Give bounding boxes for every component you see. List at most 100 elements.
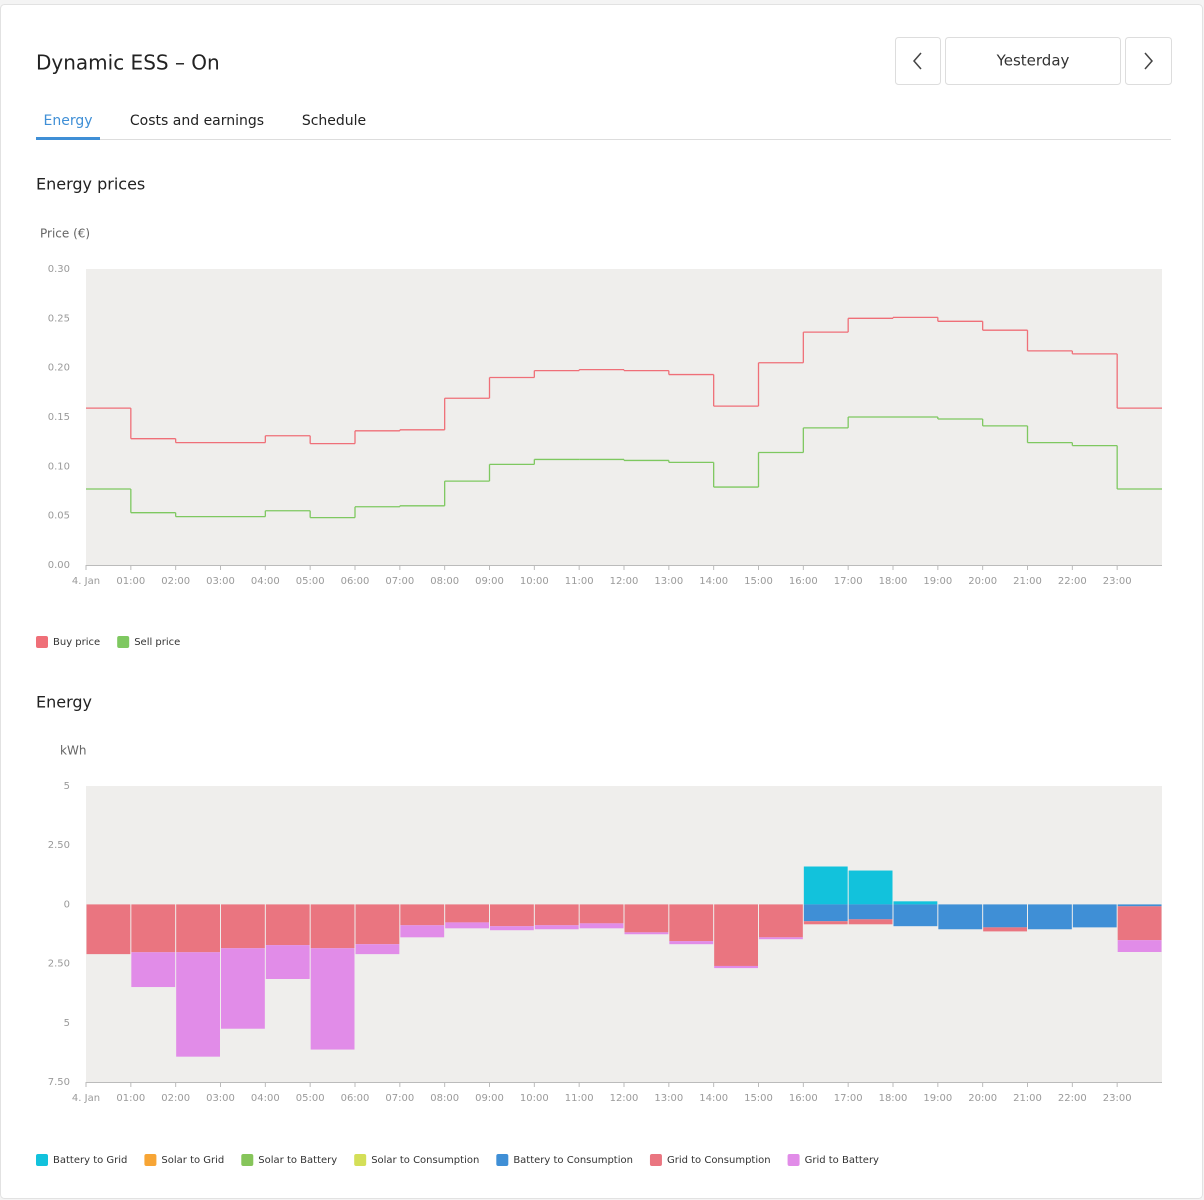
period-button[interactable]: Yesterday (945, 37, 1121, 85)
y-tick-label: 0.05 (48, 511, 70, 522)
energy-bar (1117, 906, 1162, 941)
y-tick-label: 0.25 (48, 313, 70, 324)
x-tick-label: 14:00 (699, 1093, 728, 1104)
legend-label: Solar to Grid (161, 1155, 224, 1166)
x-tick-label: 05:00 (296, 576, 325, 587)
x-tick-label: 4. Jan (72, 1093, 100, 1104)
x-tick-label: 02:00 (161, 1093, 190, 1104)
next-button[interactable] (1125, 37, 1172, 85)
legend-swatch (117, 636, 130, 648)
x-tick-label: 13:00 (654, 1093, 683, 1104)
energy-bar (400, 904, 445, 926)
x-tick-label: 18:00 (879, 1093, 908, 1104)
energy-bar (490, 904, 534, 927)
page-title: Dynamic ESS – On (36, 51, 220, 75)
energy-bar (714, 965, 758, 969)
energy-bar (1072, 904, 1117, 928)
energy-bar (221, 904, 265, 949)
energy-bar (176, 952, 220, 1057)
energy-bar (848, 870, 893, 905)
energy-bar (714, 904, 758, 966)
x-tick-label: 21:00 (1013, 1093, 1042, 1104)
legend-label: Sell price (134, 637, 180, 648)
energy-bar (848, 919, 893, 925)
next-icon (1144, 52, 1153, 70)
legend-swatch (36, 1154, 48, 1166)
x-tick-label: 22:00 (1058, 1093, 1087, 1104)
x-tick-label: 20:00 (968, 576, 997, 587)
energy-bar (400, 925, 445, 938)
y-tick-label: 0 (64, 899, 70, 910)
x-tick-label: 11:00 (565, 576, 594, 587)
legend-swatch (649, 1154, 662, 1166)
legend-label: Battery to Consumption (513, 1155, 633, 1166)
x-tick-label: 12:00 (610, 1093, 639, 1104)
x-tick-label: 20:00 (968, 1093, 997, 1104)
energy-bar (176, 904, 220, 953)
x-tick-label: 17:00 (834, 576, 863, 587)
x-tick-label: 14:00 (699, 576, 728, 587)
x-tick-label: 04:00 (251, 576, 280, 587)
energy-bar (221, 948, 265, 1029)
energy-bar (1117, 904, 1162, 907)
prev-button[interactable] (895, 37, 941, 85)
energy-bar (310, 948, 355, 1050)
y-axis-label: kWh (60, 744, 86, 758)
period-label[interactable]: Yesterday (996, 52, 1070, 70)
x-tick-label: 07:00 (385, 1093, 414, 1104)
x-tick-label: 09:00 (475, 1093, 504, 1104)
next-box[interactable] (1125, 37, 1172, 85)
x-tick-label: 19:00 (923, 576, 952, 587)
x-tick-label: 02:00 (161, 576, 190, 587)
legend-label: Battery to Grid (53, 1155, 127, 1166)
energy-bar (803, 904, 848, 922)
x-tick-label: 23:00 (1103, 1093, 1132, 1104)
tab[interactable]: Energy (43, 113, 92, 129)
energy-bar (1028, 904, 1072, 930)
chart-title: Energy prices (36, 175, 145, 194)
energy-bar (355, 904, 400, 945)
energy-bar (624, 932, 669, 935)
energy-bar (669, 941, 714, 945)
energy-bar (534, 904, 579, 926)
energy-bar (759, 937, 803, 940)
energy-bar (803, 921, 848, 925)
x-tick-label: 01:00 (116, 576, 145, 587)
x-tick-label: 03:00 (206, 576, 235, 587)
x-tick-label: 08:00 (430, 1093, 459, 1104)
x-tick-label: 19:00 (923, 1093, 952, 1104)
x-tick-label: 07:00 (385, 576, 414, 587)
x-tick-label: 03:00 (206, 1093, 235, 1104)
y-tick-label: 0.20 (48, 363, 70, 374)
prev-box[interactable] (895, 37, 941, 85)
legend-swatch (787, 1154, 800, 1166)
tab[interactable]: Costs and earnings (130, 113, 264, 129)
legend-swatch (241, 1154, 254, 1166)
energy-bar (1117, 940, 1162, 952)
x-tick-label: 09:00 (475, 576, 504, 587)
x-tick-label: 10:00 (520, 1093, 549, 1104)
period-box[interactable] (945, 37, 1121, 85)
energy-bar (624, 904, 669, 933)
y-tick-label: 2.50 (48, 959, 70, 970)
plot-area (86, 269, 1162, 565)
x-tick-label: 08:00 (430, 576, 459, 587)
x-tick-label: 16:00 (789, 576, 818, 587)
x-tick-label: 13:00 (654, 576, 683, 587)
energy-bar (355, 944, 400, 955)
tab[interactable]: Schedule (302, 113, 366, 129)
energy-bar (803, 866, 848, 905)
legend-label: Solar to Battery (258, 1155, 337, 1166)
energy-bar (669, 904, 714, 942)
legend-label: Buy price (53, 637, 100, 648)
x-tick-label: 11:00 (565, 1093, 594, 1104)
energy-bar (445, 922, 489, 929)
tab-underline (36, 137, 100, 140)
y-tick-label: 7.50 (48, 1077, 70, 1088)
energy-bar (86, 904, 131, 955)
legend-label: Solar to Consumption (371, 1155, 479, 1166)
energy-bar (131, 904, 176, 953)
y-tick-label: 5 (64, 1018, 70, 1029)
energy-bar (983, 927, 1027, 932)
